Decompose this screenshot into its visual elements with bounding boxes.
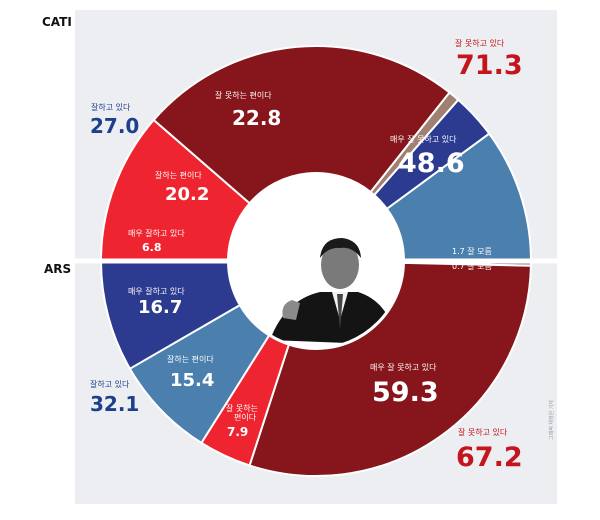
slice-label: 잘 못하는 — [226, 404, 258, 413]
slice-label: 매우 잘하고 있다 — [128, 229, 185, 238]
cati-approve-total: 27.0 — [90, 114, 140, 138]
slice-value: 7.9 — [227, 425, 249, 439]
slice-ars-1 — [248, 261, 532, 477]
cati-approve-title: 잘하고 있다 — [91, 103, 131, 112]
slice-value: 6.8 — [142, 241, 162, 254]
slice-label: 잘하는 편이다 — [167, 355, 214, 364]
slice-label: 매우 잘하고 있다 — [128, 287, 185, 296]
slice-label: 매우 잘 못하고 있다 — [370, 363, 437, 372]
slice-label: 잘 못하는 편이다 — [215, 91, 272, 100]
slice-label: 매우 잘 못하고 있다 — [390, 135, 457, 144]
ars-disapprove-total: 67.2 — [456, 442, 523, 473]
slice-value: 16.7 — [138, 297, 183, 318]
slice-value: 22.8 — [232, 106, 282, 130]
ars-approve-total: 32.1 — [90, 392, 140, 416]
ars-disapprove-title: 잘 못하고 있다 — [458, 428, 508, 437]
slice-label: 편이다 — [234, 413, 257, 422]
slice-value: 20.2 — [165, 184, 210, 205]
slice-label: 0.7 잘 모름 — [452, 262, 492, 271]
slice-value: 59.3 — [372, 377, 439, 408]
ars-label: ARS — [44, 262, 72, 276]
cati-label: CATI — [42, 15, 72, 29]
cati-disapprove-total: 71.3 — [456, 50, 523, 81]
ars-approve-title: 잘하고 있다 — [90, 380, 130, 389]
slice-label: 잘하는 편이다 — [155, 171, 202, 180]
slice-label: 1.7 잘 모름 — [452, 247, 492, 256]
slice-value: 48.6 — [398, 148, 465, 179]
cati-disapprove-title: 잘 못하고 있다 — [455, 39, 505, 48]
slice-value: 15.4 — [170, 370, 215, 391]
graphic-credit: 그래픽 채정완 기자 — [549, 400, 555, 440]
